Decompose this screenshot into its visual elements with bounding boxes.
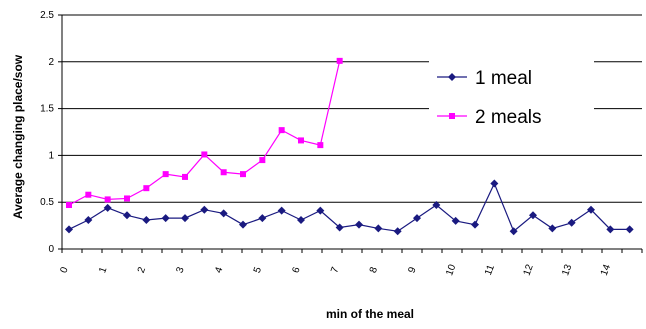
data-point — [471, 220, 479, 229]
legend-box — [429, 55, 594, 138]
data-point — [374, 224, 383, 233]
data-point — [335, 223, 344, 232]
data-point — [355, 220, 363, 229]
x-tick-label: 7 — [329, 265, 341, 274]
data-point — [162, 171, 169, 178]
data-point — [509, 227, 518, 236]
x-tick-label: 4 — [213, 265, 225, 274]
data-point — [161, 214, 170, 223]
data-point — [297, 215, 305, 224]
series-line — [68, 60, 341, 206]
data-point — [529, 211, 537, 220]
data-point — [490, 179, 499, 188]
x-tick-label: 8 — [368, 265, 380, 274]
data-point — [85, 191, 92, 198]
data-point — [413, 214, 421, 223]
series-line — [68, 181, 630, 233]
data-point — [239, 220, 247, 229]
data-point — [124, 195, 130, 202]
data-point — [451, 216, 460, 225]
series-layer — [65, 57, 634, 236]
x-tick-label: 2 — [136, 265, 148, 274]
y-tick-label: 0.5 — [40, 197, 54, 208]
legend-marker — [449, 113, 455, 119]
axes — [58, 14, 643, 253]
y-axis-title: Average changing place/sow — [11, 54, 25, 219]
legend: 1 meal 2 meals — [429, 55, 594, 138]
data-point — [240, 171, 246, 178]
x-tick-label: 13 — [560, 263, 574, 278]
data-point — [277, 206, 286, 215]
x-tick-label: 12 — [522, 263, 536, 278]
x-tick-label: 6 — [291, 265, 303, 274]
data-point — [200, 205, 209, 214]
x-tick-label: 10 — [444, 263, 458, 278]
data-point — [103, 203, 112, 212]
data-point — [278, 127, 285, 134]
data-point — [219, 209, 228, 218]
y-tick-label: 1 — [48, 150, 54, 161]
legend-label: 2 meals — [475, 107, 542, 128]
data-point — [393, 227, 402, 236]
y-tick-label: 2 — [48, 57, 54, 68]
series-2-meals — [66, 57, 343, 209]
data-point — [567, 218, 576, 227]
data-point — [606, 225, 615, 234]
data-point — [201, 151, 208, 158]
y-tick-label: 2.5 — [40, 10, 54, 21]
x-tick-labels: 0 1 2 3 4 5 6 7 8 9 10 11 12 13 14 — [59, 263, 614, 278]
data-point — [182, 173, 188, 180]
data-point — [142, 215, 151, 224]
data-point — [66, 202, 72, 209]
data-point — [181, 214, 189, 223]
data-point — [220, 169, 227, 176]
legend-label: 1 meal — [475, 68, 532, 89]
x-tick-label: 9 — [407, 265, 419, 274]
x-tick-label: 0 — [59, 265, 71, 274]
data-point — [432, 201, 441, 210]
data-point — [84, 215, 93, 224]
data-point — [104, 196, 111, 203]
y-tick-label: 0 — [48, 244, 54, 255]
data-point — [587, 205, 595, 214]
series-1-meal — [65, 179, 634, 236]
x-tick-label: 14 — [599, 263, 613, 278]
x-axis-title: min of the meal — [326, 307, 414, 321]
data-point — [258, 214, 267, 223]
x-tick-label: 11 — [483, 263, 497, 277]
x-tick-label: 5 — [252, 265, 264, 274]
data-point — [123, 211, 131, 220]
data-point — [336, 57, 343, 64]
y-tick-label: 1.5 — [40, 104, 54, 115]
data-point — [317, 142, 324, 149]
legend-item: 1 meal — [437, 68, 532, 89]
data-point — [143, 185, 150, 192]
legend-item: 2 meals — [437, 107, 542, 128]
data-point — [548, 224, 557, 233]
data-point — [625, 225, 634, 234]
data-point — [298, 137, 304, 144]
x-tick-label: 1 — [97, 265, 109, 274]
data-point — [259, 157, 266, 164]
y-tick-labels: 0 0.5 1 1.5 2 2.5 — [40, 10, 54, 255]
data-point — [316, 206, 325, 215]
x-tick-label: 3 — [175, 265, 187, 274]
data-point — [65, 225, 73, 234]
legend-marker — [448, 73, 456, 81]
